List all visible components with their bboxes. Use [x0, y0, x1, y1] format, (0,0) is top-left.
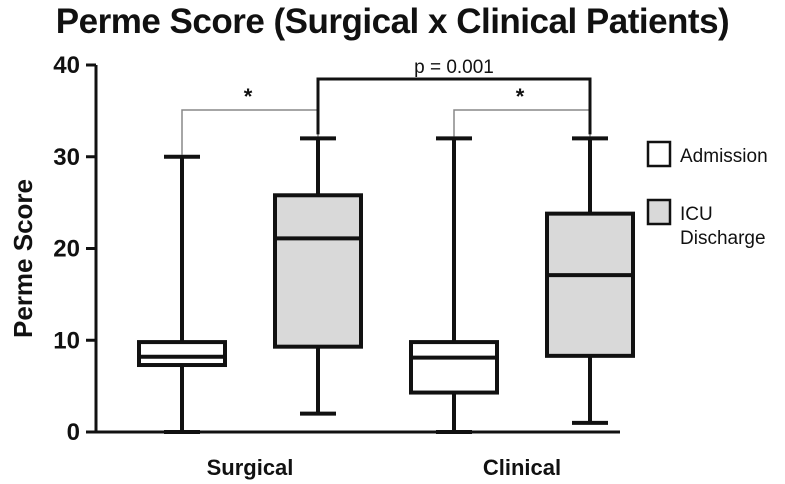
y-tick-label: 0 [67, 419, 80, 446]
boxes [137, 136, 635, 434]
legend: Admission ICU Discharge [646, 140, 768, 249]
legend-label-line: Discharge [680, 228, 766, 249]
box-clinical-admission [409, 136, 499, 434]
x-category-label: Surgical [207, 455, 294, 480]
legend-swatch [646, 140, 672, 168]
bracket-surgical [181, 109, 319, 155]
y-tick-label: 20 [53, 236, 80, 263]
y-axis-label: Perme Score [8, 179, 38, 338]
significance-brackets: * * p = 0.001 [181, 57, 592, 155]
box-iqr [137, 340, 227, 368]
bracket-icu-discharge [316, 77, 592, 135]
y-tick-label: 40 [53, 52, 80, 79]
legend-label-line: Admission [680, 146, 768, 167]
x-category-label: Clinical [483, 455, 561, 480]
legend-entry-icu-discharge: ICU Discharge [646, 198, 766, 249]
box-iqr [409, 340, 499, 395]
legend-label: ICU Discharge [680, 204, 766, 249]
box-clinical-icu-discharge [545, 136, 635, 425]
bracket-label-surgical: * [244, 84, 253, 109]
box-surgical-admission [137, 154, 227, 434]
y-tick-label: 30 [53, 144, 80, 171]
legend-entry-admission: Admission [646, 140, 768, 168]
y-tick-label: 10 [53, 327, 80, 354]
legend-label-line: ICU [680, 204, 713, 225]
box-surgical-icu-discharge [273, 136, 363, 416]
bracket-label-clinical: * [516, 84, 525, 109]
legend-swatch [646, 198, 672, 226]
bracket-clinical [453, 109, 591, 137]
axes: 0 10 20 30 40 Perme Score Surgical Clinical [8, 52, 620, 480]
legend-label: Admission [680, 146, 768, 167]
bracket-label-icu-discharge: p = 0.001 [414, 57, 494, 78]
box-iqr [273, 193, 363, 349]
chart-title: Perme Score (Surgical x Clinical Patient… [55, 2, 730, 41]
box-iqr [545, 211, 635, 358]
